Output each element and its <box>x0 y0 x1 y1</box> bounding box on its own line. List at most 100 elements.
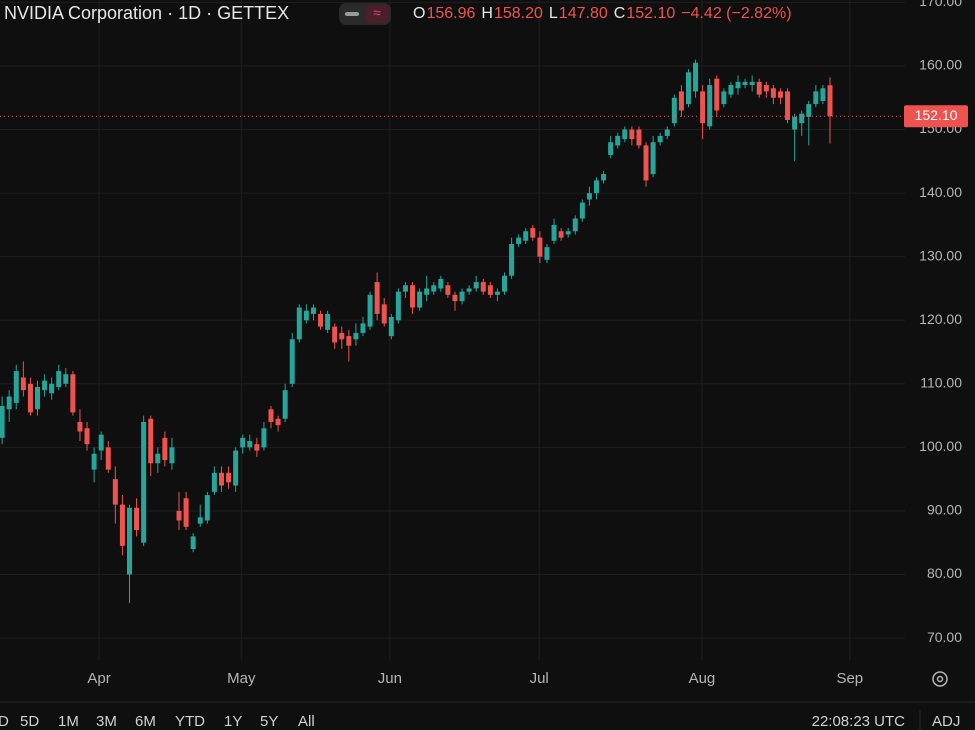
candle-body <box>685 72 691 105</box>
x-tick-label: Jun <box>378 670 402 687</box>
settings-hub <box>936 675 944 683</box>
toggle-active[interactable] <box>365 5 389 23</box>
candle-body <box>551 224 557 241</box>
candle-body <box>49 383 55 394</box>
candle-body <box>310 307 316 314</box>
candle-body <box>318 313 324 327</box>
x-tick-label: May <box>227 670 256 687</box>
range-button[interactable]: 6M <box>135 713 156 730</box>
candle-body <box>6 396 12 410</box>
candle-body <box>353 332 359 340</box>
candle-body <box>558 231 564 238</box>
candle-body <box>785 91 791 121</box>
y-tick-label: 90.00 <box>927 502 962 518</box>
candle-body <box>756 81 762 95</box>
candle-body <box>728 85 734 95</box>
y-tick-label: 80.00 <box>927 565 962 581</box>
bottom-toolbar: D 5D 1M 3M 6M YTD 1Y 5Y All 22:08:23 UTC ADJ <box>0 671 975 730</box>
candle-body <box>134 507 140 531</box>
ohlc-key: H <box>481 5 493 22</box>
candle-body <box>169 447 175 464</box>
candle-body <box>417 291 423 308</box>
wave-icon: ≈ <box>373 5 381 21</box>
candle-body <box>218 472 224 486</box>
candle-body <box>459 291 465 302</box>
candle-body <box>35 386 41 410</box>
candle-body <box>233 450 239 486</box>
candle-body <box>0 406 5 438</box>
last-price-label: 152.10 <box>915 107 958 123</box>
candle-body <box>303 310 309 321</box>
range-button[interactable]: 5D <box>20 713 39 730</box>
candle-body <box>593 180 599 194</box>
candle-body <box>749 81 755 86</box>
candle-body <box>693 62 699 92</box>
candle-body <box>438 278 444 289</box>
ohlc-value: 147.80 <box>559 5 608 22</box>
candle-body <box>42 380 48 391</box>
candle-body <box>155 453 161 464</box>
candle-body <box>91 453 97 470</box>
adjust-button[interactable]: ADJ <box>932 713 960 730</box>
candle-body <box>84 428 90 445</box>
candle-body <box>247 441 253 448</box>
range-button[interactable]: D <box>0 713 9 730</box>
ohlc-key: L <box>549 5 558 22</box>
candle-body <box>827 85 833 117</box>
y-tick-label: 140.00 <box>919 184 962 200</box>
y-tick-label: 120.00 <box>919 311 962 327</box>
candle-body <box>197 517 203 524</box>
candle-body <box>268 409 274 422</box>
candle-body <box>466 288 472 292</box>
candle-body <box>664 129 670 136</box>
toggle-icon <box>345 12 359 16</box>
ohlc-value: 158.20 <box>494 5 543 22</box>
candles <box>0 59 905 604</box>
candle-body <box>162 437 168 461</box>
range-button[interactable]: 3M <box>96 713 117 730</box>
candle-body <box>700 91 706 124</box>
candle-body <box>410 285 416 308</box>
range-button[interactable]: YTD <box>175 713 205 730</box>
range-button[interactable]: 1M <box>58 713 79 730</box>
candle-body <box>56 371 62 387</box>
candle-body <box>530 228 536 238</box>
candle-body <box>190 536 196 550</box>
candle-body <box>402 285 408 292</box>
y-tick-label: 130.00 <box>919 247 962 263</box>
range-button[interactable]: 5Y <box>260 713 278 730</box>
candle-body <box>20 377 26 391</box>
candle-body <box>523 231 529 241</box>
candle-body <box>586 193 592 200</box>
candle-body <box>211 472 217 492</box>
y-tick-label: 110.00 <box>920 375 962 391</box>
candle-body <box>799 113 805 124</box>
candle-body <box>742 81 748 86</box>
candle-body <box>770 88 776 98</box>
settings-icon[interactable] <box>932 671 948 687</box>
candle-body <box>176 510 182 521</box>
candle-body <box>678 91 684 111</box>
range-button[interactable]: All <box>298 713 315 730</box>
candle-body <box>714 78 720 111</box>
x-tick-label: Sep <box>836 670 863 687</box>
candle-body <box>820 88 826 101</box>
candle-body <box>615 135 621 146</box>
ohlc-key: C <box>614 5 626 22</box>
candle-body <box>289 339 295 384</box>
candle-body <box>806 104 812 117</box>
candle-body <box>13 371 19 403</box>
candle-body <box>226 472 232 483</box>
candle-body <box>325 313 331 330</box>
candle-body <box>431 285 437 292</box>
candle-body <box>721 91 727 105</box>
candle-body <box>424 288 430 295</box>
candle-body <box>509 243 515 276</box>
candle-body <box>608 142 614 155</box>
header: NVIDIA Corporation · 1D · GETTEX ≈ O 156.… <box>4 3 792 25</box>
clock: 22:08:23 UTC <box>812 713 906 730</box>
y-tick-label: 160.00 <box>919 57 962 73</box>
range-button[interactable]: 1Y <box>224 713 242 730</box>
